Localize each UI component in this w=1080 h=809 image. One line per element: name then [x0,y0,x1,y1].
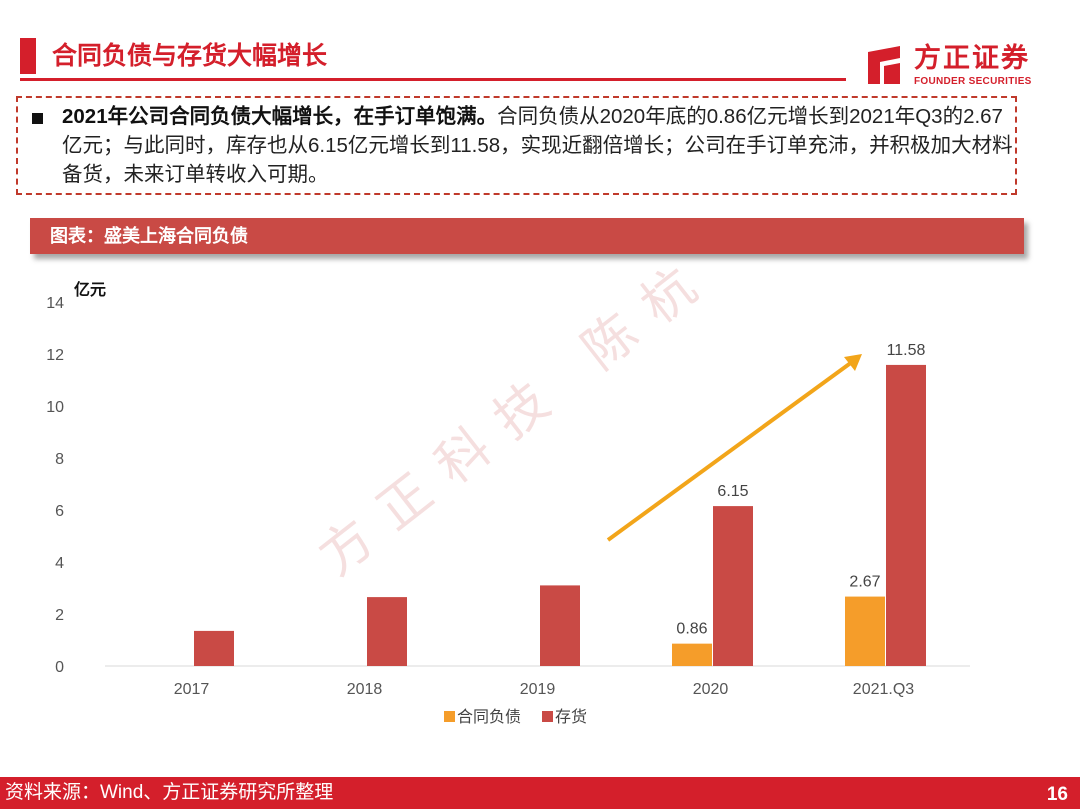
bar-chart: 亿元 0 2 4 6 8 10 12 14 2017 2018 2019 2020 0.86 6.15 202… [46,280,970,726]
key-point-text: 2021年公司合同负债大幅增长，在手订单饱满。合同负债从2020年底的0.86亿… [62,102,1014,189]
legend-swatch [444,711,455,722]
trend-arrowhead-icon [844,354,862,371]
y-tick-label: 14 [46,295,64,312]
founder-logo-icon [868,46,900,84]
x-tick-label: 2019 [520,681,556,698]
y-tick-label: 2 [55,607,64,624]
y-axis-label: 亿元 [74,280,106,299]
data-label: 0.86 [676,621,707,638]
x-tick-label: 2017 [174,681,210,698]
bar-contract-liabilities [845,596,885,666]
bar-inventory [886,364,926,666]
y-tick-label: 12 [46,347,64,364]
bar-contract-liabilities [672,643,712,666]
footer-bar: 资料来源：Wind、方正证券研究所整理 16 [0,777,1080,809]
trend-arrow-line [606,360,854,542]
key-point-heading: 2021年公司合同负债大幅增长，在手订单饱满。 [62,105,498,128]
bar-inventory [194,630,234,666]
legend-swatch [542,711,553,722]
bar-inventory [367,597,407,666]
source-note: 资料来源：Wind、方正证券研究所整理 [5,782,334,803]
y-tick-label: 8 [55,451,64,468]
y-tick-label: 6 [55,503,64,520]
bar-inventory [540,585,580,666]
x-tick-label: 2018 [347,681,383,698]
y-tick-label: 4 [55,555,64,572]
page-title: 合同负债与存货大幅增长 [52,42,328,70]
legend-label: 合同负债 [457,708,521,726]
title-accent-bar [20,38,36,74]
y-tick-label: 0 [55,659,64,676]
data-label: 11.58 [887,342,926,359]
chart-caption-bar: 图表：盛美上海合同负债 [30,218,1024,254]
logo-chinese-name: 方正证券 [914,43,1030,73]
x-tick-label: 2021.Q3 [853,681,914,698]
data-label: 2.67 [849,574,880,591]
key-point-body: 合同负债从2020年底的0.86亿元增长到2021年Q3的2.67亿元；与此同时… [62,105,1013,186]
y-tick-label: 10 [46,399,64,416]
page-number: 16 [1046,784,1068,805]
key-point-box: 2021年公司合同负债大幅增长，在手订单饱满。合同负债从2020年底的0.86亿… [16,96,1017,195]
logo-english-name: FOUNDER SECURITIES [914,76,1032,87]
chart-caption: 图表：盛美上海合同负债 [50,226,248,246]
title-divider [20,78,846,81]
legend-label: 存货 [555,708,587,726]
x-tick-label: 2020 [693,681,729,698]
brand-logo: 方正证券 FOUNDER SECURITIES [864,42,1064,90]
bar-inventory [713,506,753,666]
data-label: 6.15 [717,483,748,500]
bullet-square-icon [32,113,43,124]
